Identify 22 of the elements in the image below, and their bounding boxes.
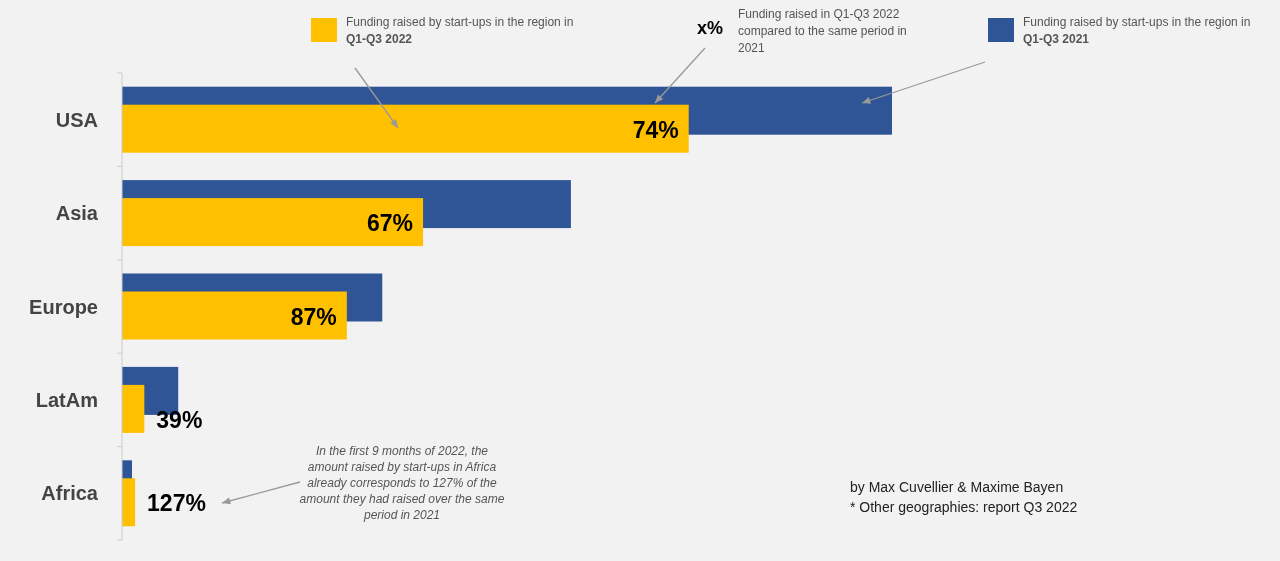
annotation: In the first 9 months of 2022, the amount raised by start-ups in Africa already corresponds to 127% of the amount they had raised over the same period in 2021 xyxy=(299,444,505,522)
annotation: 87% xyxy=(290,303,337,330)
annotation: 67% xyxy=(367,210,414,237)
bar xyxy=(122,384,145,433)
y-tick-label: LatAm xyxy=(35,388,98,411)
bar xyxy=(122,198,424,247)
y-tick-label: Asia xyxy=(55,202,99,225)
legend-label: Funding raised by start-ups in the region in Q1-Q3 2021 xyxy=(1023,15,1251,46)
annotation: 74% xyxy=(632,116,679,143)
annotation: * Other geographies: report Q3 2022 xyxy=(850,499,1078,515)
bar xyxy=(122,291,347,340)
annotation: 39% xyxy=(156,406,203,433)
bar xyxy=(122,478,136,527)
bar xyxy=(122,104,689,153)
text: x% xyxy=(696,18,724,38)
annotation: by Max Cuvellier & Maxime Bayen xyxy=(850,479,1064,495)
y-tick-label: USA xyxy=(55,108,98,131)
y-tick-label: Africa xyxy=(41,482,99,505)
legend-label: Funding raised by start-ups in the region in Q1-Q3 2022 xyxy=(346,15,574,46)
text: Funding raised in Q1-Q3 2022 compared to the same period in 2021 xyxy=(738,7,907,55)
annotation: 127% xyxy=(147,490,206,517)
y-tick-label: Europe xyxy=(29,295,98,318)
